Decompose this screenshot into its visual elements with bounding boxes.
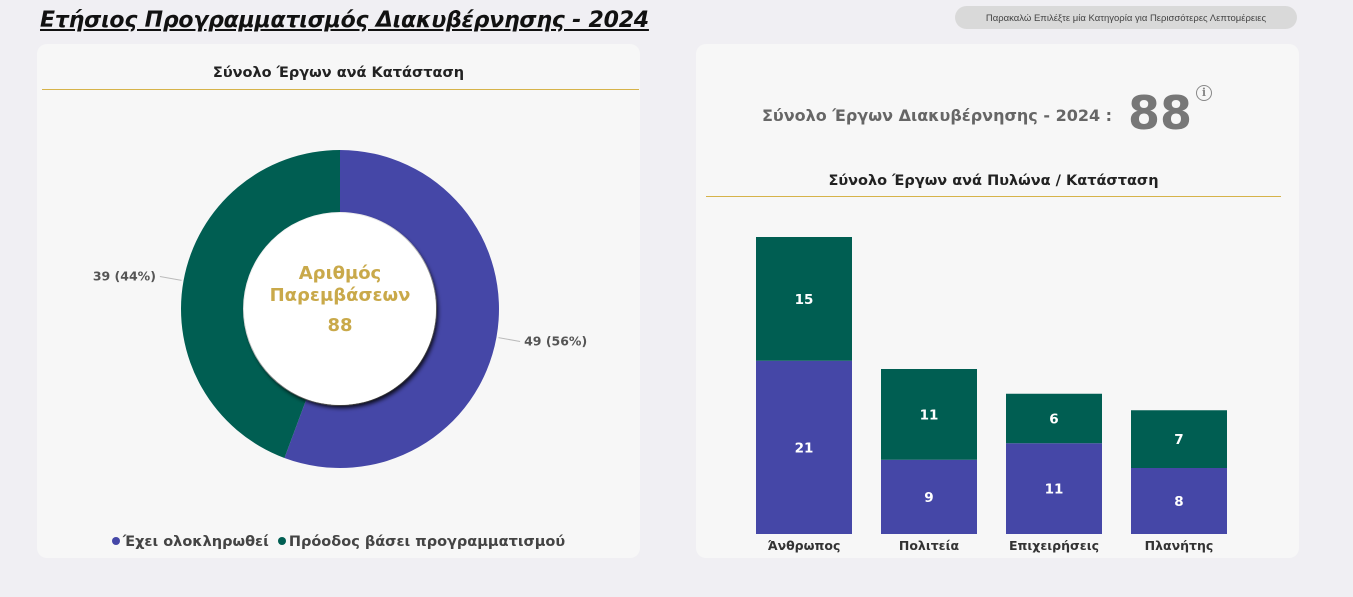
- bar-data-label: 6: [1049, 412, 1058, 428]
- bar-segment-completed[interactable]: [881, 459, 977, 534]
- donut-center-value: 88: [327, 315, 352, 336]
- legend-label-in-progress: Πρόοδος βάσει προγραμματισμού: [288, 534, 566, 550]
- donut-leader-line: [498, 337, 521, 342]
- bar-category-label: Άνθρωπος: [768, 538, 841, 553]
- donut-data-label: 49 (56%): [524, 333, 587, 348]
- bar-title-rule: [706, 196, 1281, 197]
- legend-dot-in-progress: [277, 537, 286, 545]
- bar-data-label: 15: [795, 292, 814, 308]
- donut-title-rule: [42, 89, 639, 90]
- bar-category-label: Πολιτεία: [899, 538, 960, 553]
- bar-segment-in-progress[interactable]: [1131, 410, 1227, 468]
- kpi-label: Σύνολο Έργων Διακυβέρνησης - 2024 :: [762, 106, 1113, 125]
- bar-data-label: 9: [924, 490, 933, 506]
- legend-item-completed[interactable]: Έχει ολοκληρωθεί: [111, 534, 274, 550]
- donut-leader-line: [159, 276, 182, 281]
- donut-center-label-line1: Αριθμός: [299, 263, 381, 284]
- bar-data-label: 7: [1174, 432, 1183, 448]
- bar-segment-completed[interactable]: [756, 360, 852, 534]
- bar-data-label: 11: [1045, 482, 1064, 498]
- bar-chart-title: Σύνολο Έργων ανά Πυλώνα / Κατάσταση: [828, 173, 1159, 189]
- donut-center-label-line2: Παρεμβάσεων: [270, 285, 411, 306]
- bar-segment-completed[interactable]: [1131, 468, 1227, 534]
- info-icon[interactable]: i: [1196, 85, 1212, 101]
- pillar-bar-card: Σύνολο Έργων Διακυβέρνησης - 2024 : 88 i…: [696, 44, 1299, 558]
- bar-category-label: Επιχειρήσεις: [1009, 538, 1099, 553]
- donut-data-label: 39 (44%): [93, 269, 156, 284]
- bar-data-label: 21: [795, 440, 814, 456]
- bar-category-label: Πλανήτης: [1145, 538, 1214, 553]
- donut-slice-completed[interactable]: [284, 150, 500, 469]
- page-title: Ετήσιος Προγραμματισμός Διακυβέρνησης - …: [40, 8, 649, 33]
- category-hint-button[interactable]: Παρακαλώ Επιλέξτε μία Κατηγορία για Περι…: [955, 6, 1297, 29]
- donut-slice-in-progress[interactable]: [181, 150, 340, 458]
- bar-segment-in-progress[interactable]: [756, 237, 852, 361]
- status-donut-card: Σύνολο Έργων ανά Κατάσταση 49 (56%) 39 (4…: [37, 44, 640, 558]
- bar-data-label: 8: [1174, 494, 1183, 510]
- donut-legend: Έχει ολοκληρωθεί Πρόοδος βάσει προγραμμα…: [37, 534, 640, 550]
- donut-chart-title: Σύνολο Έργων ανά Κατάσταση: [212, 65, 465, 81]
- legend-label-completed: Έχει ολοκληρωθεί: [122, 534, 269, 550]
- bar-segment-in-progress[interactable]: [881, 369, 977, 460]
- bar-segment-in-progress[interactable]: [1006, 393, 1102, 444]
- stacked-bar-chart[interactable]: 21 15 Άνθρωπος 9 11 Πολιτεία 11 6 Επιχειρήσεις 8 7…: [696, 214, 1299, 554]
- legend-item-in-progress[interactable]: Πρόοδος βάσει προγραμματισμού: [277, 534, 566, 550]
- bar-segment-completed[interactable]: [1006, 443, 1102, 534]
- donut-center-circle: [244, 213, 436, 405]
- bar-data-label: 11: [920, 407, 939, 423]
- kpi-value: 88: [1128, 86, 1193, 140]
- legend-dot-completed: [111, 537, 120, 545]
